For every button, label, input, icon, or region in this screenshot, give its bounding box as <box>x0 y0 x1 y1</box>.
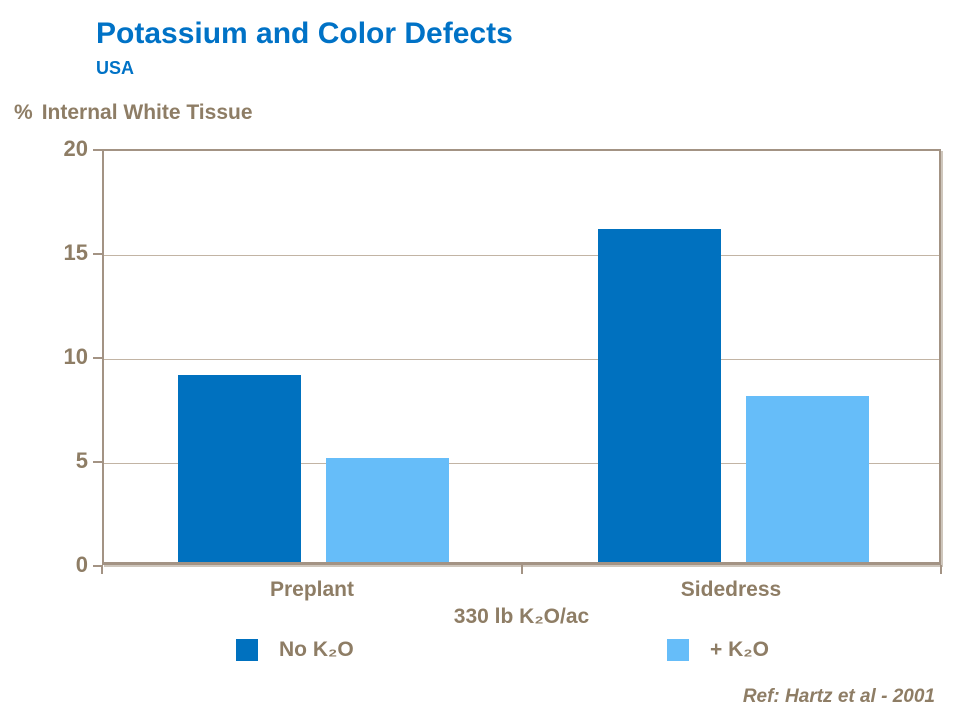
x-axis-title: 330 lb K₂O/ac <box>453 605 590 628</box>
category-label-sidedress: Sidedress <box>680 578 782 601</box>
plot-area <box>102 149 941 565</box>
legend-label-no-k2o: No K₂O <box>279 638 354 661</box>
y-axis-title: % Internal White Tissue <box>14 101 253 125</box>
y-tick-mark-15 <box>93 253 102 255</box>
y-tick-mark-0 <box>93 565 102 567</box>
bar-preplant-k-o <box>326 458 449 562</box>
category-label-preplant: Preplant <box>269 578 355 601</box>
legend-swatch-plus-k2o <box>667 639 689 661</box>
x-tick-mark-0 <box>101 565 103 574</box>
x-tick-mark-1 <box>521 565 523 574</box>
gridline-10 <box>104 359 939 360</box>
y-axis-label: Internal White Tissue <box>41 101 253 124</box>
legend-item-plus-k2o: + K₂O <box>667 638 769 662</box>
bar-sidedress-k-o <box>746 396 869 562</box>
gridline-15 <box>104 255 939 256</box>
y-tick-mark-20 <box>93 149 102 151</box>
x-tick-mark-2 <box>940 565 942 574</box>
y-tick-label-20: 20 <box>63 136 88 161</box>
chart-subtitle: USA <box>96 58 135 78</box>
legend-swatch-no-k2o <box>236 639 258 661</box>
y-tick-label-15: 15 <box>63 240 88 265</box>
bar-preplant-no-k-o <box>178 375 301 562</box>
chart-title: Potassium and Color Defects <box>96 17 513 50</box>
percent-symbol: % <box>14 101 33 124</box>
y-tick-mark-10 <box>93 357 102 359</box>
y-tick-label-5: 5 <box>75 448 88 473</box>
y-tick-mark-5 <box>93 461 102 463</box>
legend-item-no-k2o: No K₂O <box>236 638 354 662</box>
bar-sidedress-no-k-o <box>598 229 721 562</box>
y-tick-label-0: 0 <box>75 552 88 577</box>
gridline-5 <box>104 463 939 464</box>
y-tick-label-10: 10 <box>63 344 88 369</box>
legend-label-plus-k2o: + K₂O <box>710 638 769 661</box>
reference-note: Ref: Hartz et al - 2001 <box>742 686 935 707</box>
